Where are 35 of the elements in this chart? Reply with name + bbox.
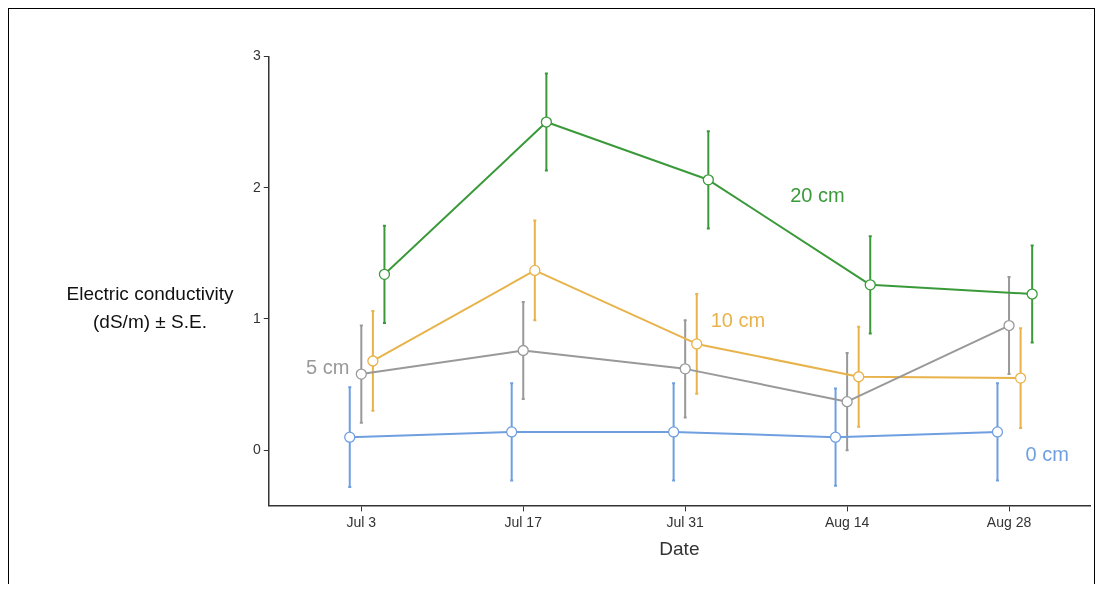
point: [378, 268, 391, 280]
x-tick-label: Aug 14: [824, 513, 870, 530]
point: [1014, 372, 1027, 384]
series-label: 0 cm: [1025, 443, 1069, 466]
x-tick-label: Jul 31: [666, 513, 705, 530]
y-tick-label: 0: [252, 441, 261, 458]
series-label: 10 cm: [710, 309, 766, 332]
point: [1026, 288, 1038, 300]
x-tick-label: Jul 3: [346, 513, 377, 530]
point: [355, 368, 367, 380]
point: [667, 426, 680, 438]
x-tick-label: Jul 17: [504, 513, 543, 530]
point: [1003, 319, 1015, 332]
point: [691, 338, 703, 350]
series-label: 20 cm: [790, 184, 845, 207]
y-tick-label: 2: [252, 178, 261, 195]
point: [344, 431, 356, 443]
point: [841, 396, 853, 408]
point: [991, 426, 1004, 438]
y-tick-label: 3: [252, 47, 261, 64]
y-tick-label: 1: [252, 309, 261, 326]
point: [702, 174, 714, 186]
series-label: 5 cm: [305, 355, 350, 378]
point: [679, 363, 691, 375]
point: [864, 279, 876, 291]
point: [506, 426, 518, 438]
point: [517, 344, 529, 357]
point: [829, 431, 842, 443]
point: [529, 264, 541, 277]
y-axis-title: Electric conductivity (dS/m) ± S.E.: [66, 283, 234, 332]
point: [853, 371, 865, 383]
x-axis-title: Date: [659, 537, 700, 559]
x-tick-label: Aug 28: [986, 513, 1032, 530]
point: [367, 355, 379, 367]
point: [540, 116, 553, 128]
